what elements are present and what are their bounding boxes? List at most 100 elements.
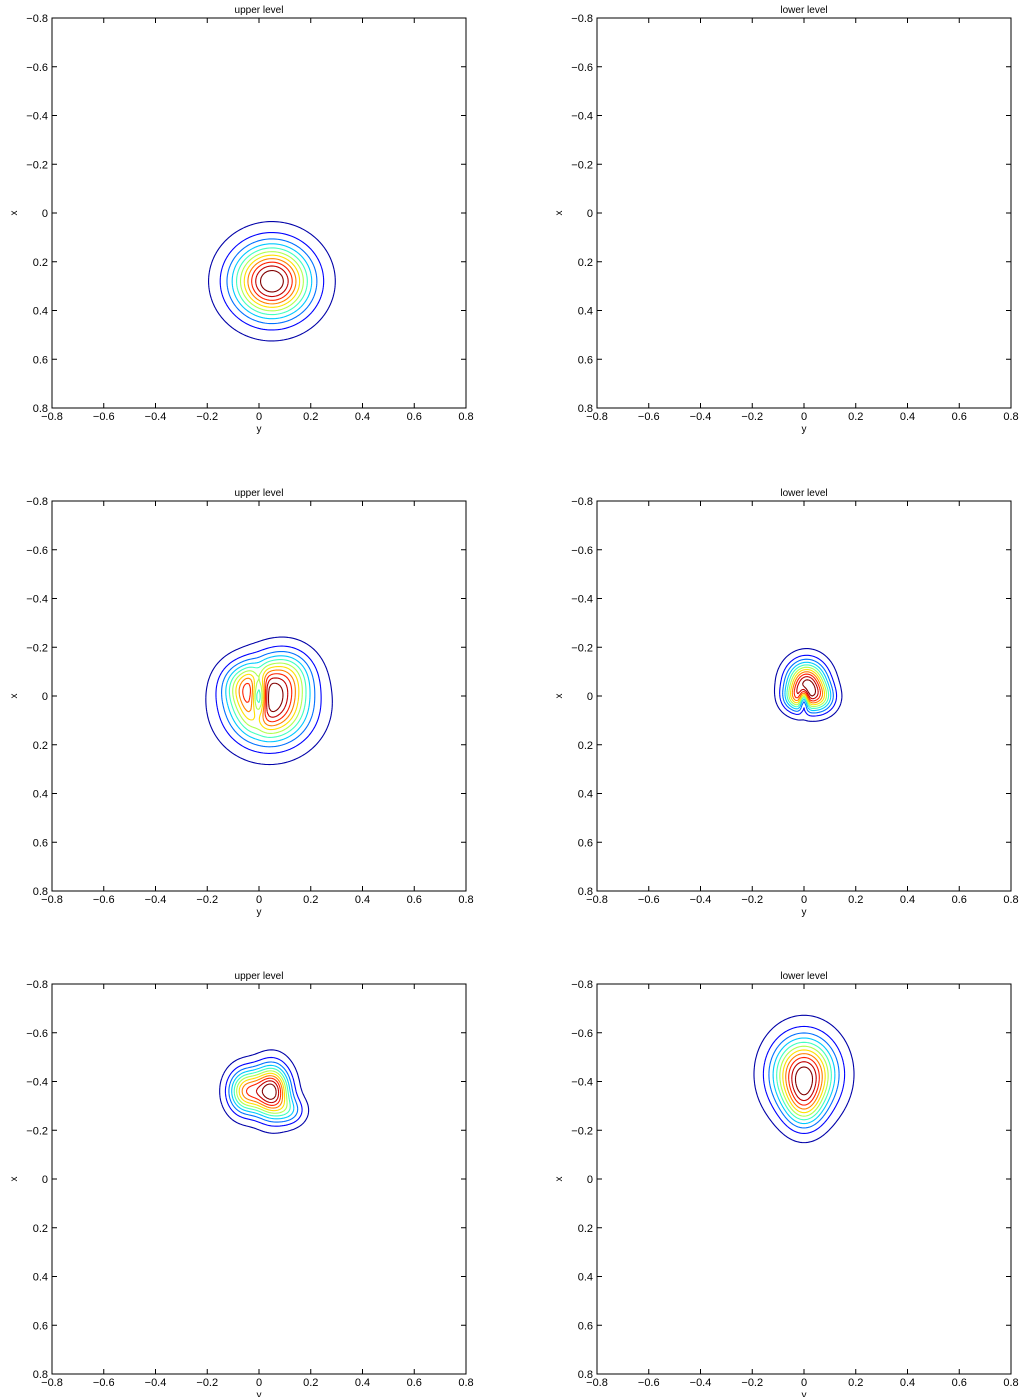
contour-level-1 (773, 647, 843, 722)
y-tick-label: 0.6 (33, 837, 48, 849)
contour-level-4 (784, 661, 832, 712)
x-tick-label: 0.4 (900, 894, 915, 906)
contour-level-1 (753, 1014, 855, 1144)
contour-level-5 (228, 659, 307, 738)
y-tick-label: 0.6 (578, 1320, 593, 1332)
x-tick-label: 0.6 (952, 894, 967, 906)
plot-frame (51, 983, 467, 1375)
y-tick-label: 0.2 (33, 740, 48, 752)
contour-level-7 (238, 1072, 286, 1112)
contour-level-2 (215, 645, 322, 754)
y-tick-label: 0 (42, 1174, 48, 1186)
contour-level-5 (776, 1041, 832, 1121)
y-tick-label: 0.2 (578, 257, 593, 269)
contour-level-8 (785, 1053, 823, 1110)
y-tick-label: −0.4 (26, 1077, 48, 1089)
contour-level-3 (228, 1061, 299, 1123)
x-axis-title: y (802, 1390, 807, 1397)
x-tick-label: −0.2 (741, 1377, 763, 1389)
x-tick-label: 0.4 (900, 1377, 915, 1389)
contour-level-8 (238, 669, 296, 727)
y-tick-label: −0.6 (26, 1028, 48, 1040)
contour-level-4 (225, 655, 311, 743)
contour-level-1 (205, 636, 333, 766)
y-tick-label: 0.4 (33, 1272, 48, 1284)
plot-frame (51, 17, 467, 409)
y-tick-label: −0.6 (571, 62, 593, 74)
y-tick-label: 0.6 (578, 354, 593, 366)
x-tick-label: 0 (256, 894, 262, 906)
contour-level-9 (245, 1077, 282, 1106)
y-tick-label: −0.4 (26, 594, 48, 606)
x-tick-label: 0.6 (407, 1377, 422, 1389)
x-axis-title: y (257, 1390, 262, 1397)
x-tick-label: −0.4 (690, 894, 712, 906)
contour-level-11 (261, 1083, 277, 1100)
plot-frame (51, 500, 467, 892)
contour-group (205, 636, 333, 766)
y-tick-label: −0.2 (571, 1125, 593, 1137)
x-tick-label: 0 (256, 1377, 262, 1389)
x-tick-label: −0.8 (41, 411, 63, 423)
x-tick-label: 0.6 (952, 411, 967, 423)
x-tick-label: 0.8 (458, 1377, 473, 1389)
contour-level-7 (782, 1049, 826, 1114)
contour-level-8 (241, 1075, 284, 1109)
y-tick-label: −0.4 (571, 594, 593, 606)
contour-level-10 (255, 1080, 280, 1104)
contour-level-7 (235, 665, 300, 731)
x-tick-label: 0.2 (848, 894, 863, 906)
y-axis-title: x (554, 1177, 565, 1182)
y-tick-label: −0.8 (571, 979, 593, 991)
y-tick-label: 0.8 (578, 886, 593, 898)
contour-level-10 (266, 677, 289, 718)
y-tick-label: 0.4 (33, 306, 48, 318)
x-tick-label: −0.8 (586, 894, 608, 906)
x-tick-label: 0 (801, 1377, 807, 1389)
contour-level-8 (791, 671, 824, 704)
x-tick-label: −0.8 (41, 1377, 63, 1389)
contour-level-3 (226, 238, 318, 325)
chart-title: lower level (780, 488, 827, 499)
chart-panel-5: upper level −0.8 −0.6 −0.4 −0.2 0 0.2 0.4 0.6 0.8… (9, 971, 474, 1397)
x-tick-label: 0.6 (407, 411, 422, 423)
x-tick-label: 0 (801, 411, 807, 423)
x-tick-label: 0.2 (303, 894, 318, 906)
x-tick-label: −0.2 (196, 1377, 218, 1389)
x-tick-label: −0.4 (690, 411, 712, 423)
chart-panel-3: upper level −0.8 −0.6 −0.4 −0.2 0 0.2 0.4 0.6 0.8… (9, 488, 474, 918)
x-tick-label: −0.6 (638, 411, 660, 423)
x-tick-label: 0.8 (1003, 1377, 1018, 1389)
contour-level-2 (219, 231, 325, 331)
x-tick-label: −0.8 (41, 894, 63, 906)
y-tick-label: −0.4 (571, 1077, 593, 1089)
contour-level-11 (794, 1066, 814, 1096)
y-tick-label: −0.2 (571, 159, 593, 171)
y-tick-label: 0.8 (578, 1369, 593, 1381)
contour-level-5 (233, 1067, 291, 1117)
x-tick-label: −0.4 (145, 1377, 167, 1389)
x-tick-label: 0.2 (303, 1377, 318, 1389)
contour-level-6 (236, 1070, 288, 1114)
y-axis-title: x (9, 211, 20, 216)
x-axis-title: y (257, 907, 262, 918)
contour-level-6 (779, 1045, 829, 1117)
y-tick-label: 0 (587, 208, 593, 220)
contour-level-10 (796, 676, 819, 700)
contour-level-4 (231, 1064, 295, 1120)
y-tick-label: −0.8 (26, 13, 48, 25)
y-tick-label: 0.2 (33, 257, 48, 269)
chart-panel-1: upper level −0.8 −0.6 −0.4 −0.2 0 0.2 0.4 0.6 0.8… (9, 5, 474, 435)
x-tick-label: 0 (801, 894, 807, 906)
chart-title: upper level (235, 971, 284, 982)
y-axis-title: x (9, 1177, 20, 1182)
y-tick-label: −0.2 (26, 1125, 48, 1137)
x-tick-label: −0.6 (93, 411, 115, 423)
contour-level-4 (231, 243, 313, 320)
y-tick-label: −0.8 (571, 496, 593, 508)
x-tick-label: −0.6 (638, 1377, 660, 1389)
y-tick-label: −0.6 (26, 62, 48, 74)
contour-level-1 (208, 221, 336, 342)
x-tick-label: 0.8 (458, 411, 473, 423)
contour-level-9 (793, 673, 821, 702)
